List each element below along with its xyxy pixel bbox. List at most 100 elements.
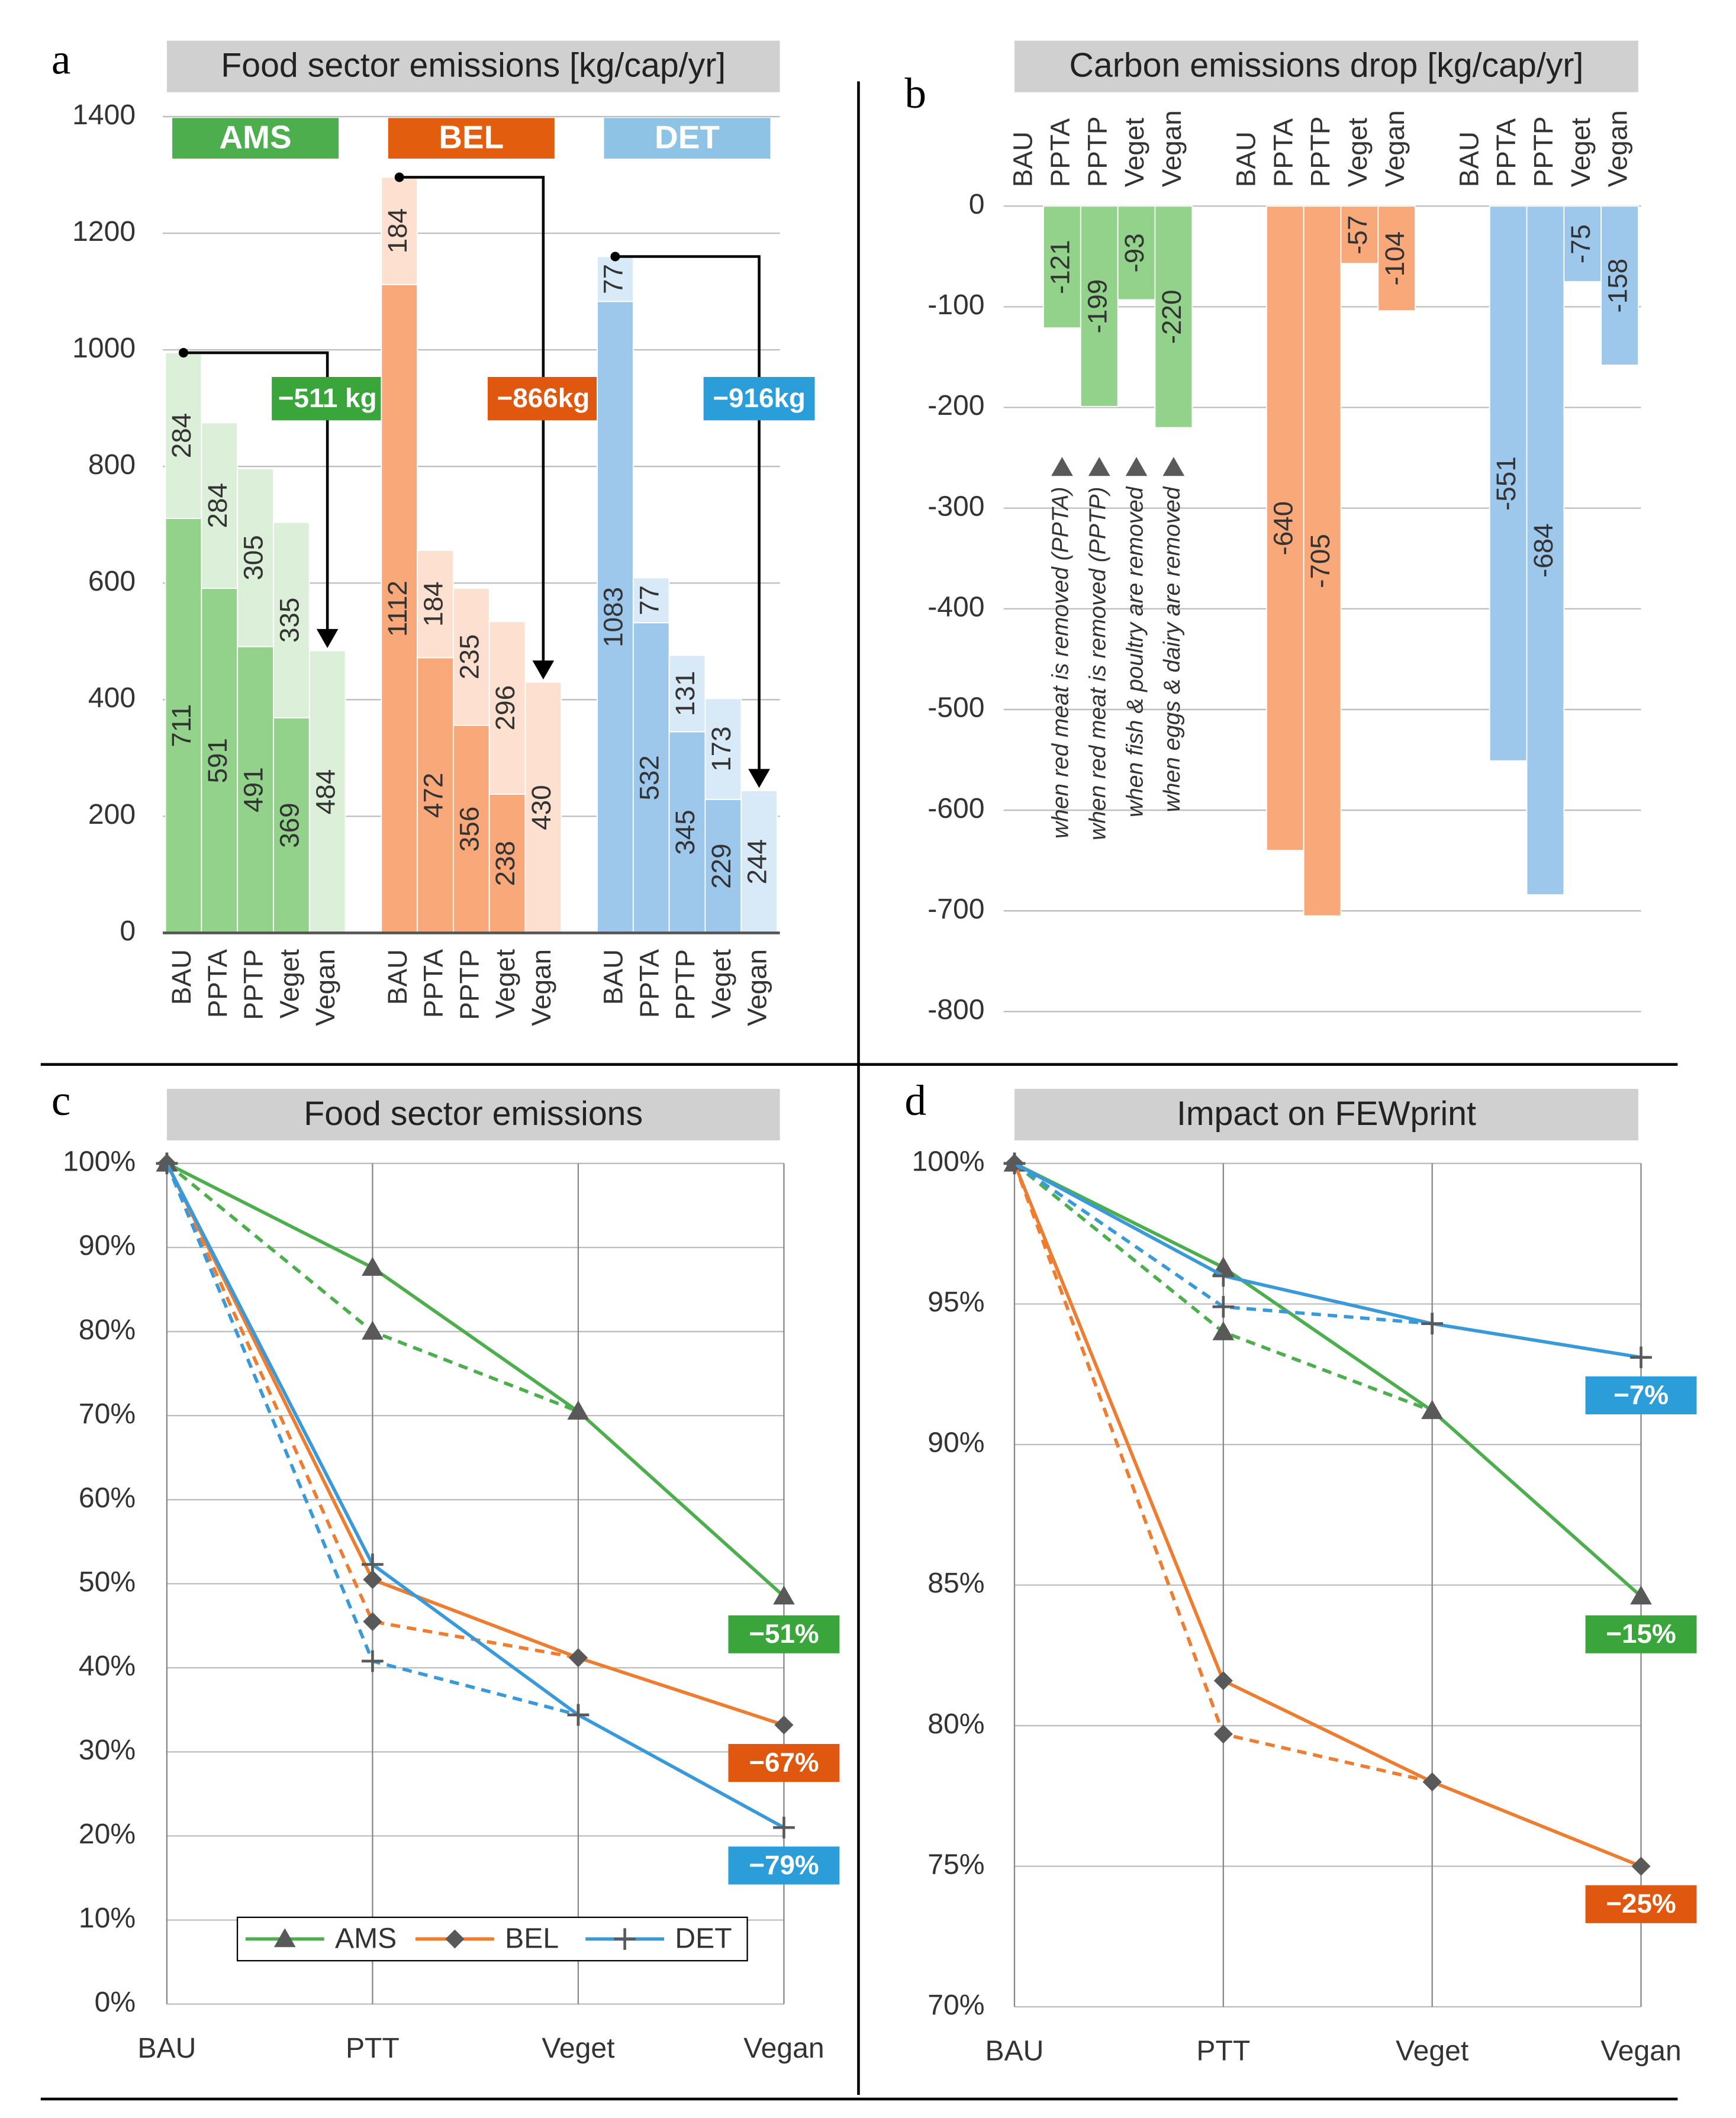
series-line [165, 1162, 785, 1829]
x-tick-label: Vegan [1380, 110, 1410, 187]
annotation: −916kg [713, 383, 806, 413]
group-label-box [604, 118, 771, 159]
bar [417, 657, 454, 934]
title-box [1014, 40, 1638, 92]
end-label-box [728, 1615, 840, 1653]
y-tick-label: 600 [88, 565, 136, 597]
bar-label: -220 [1157, 290, 1187, 344]
marker [1212, 1265, 1235, 1287]
y-tick-label: -100 [927, 289, 984, 321]
series-line [1013, 1162, 1641, 1359]
title-box [1014, 1088, 1638, 1140]
annotation: −511 kg [278, 383, 377, 413]
bar-label: -158 [1603, 259, 1633, 313]
x-tick-label: PPTP [1528, 117, 1558, 188]
y-tick-label: 200 [88, 798, 136, 830]
bar [1043, 205, 1081, 329]
y-tick-label: 90% [927, 1427, 984, 1459]
x-tick-label: BAU [166, 949, 197, 1005]
y-tick-label: 70% [79, 1398, 136, 1430]
marker [362, 1320, 384, 1340]
marker [1421, 1313, 1444, 1335]
bar-label: 711 [166, 704, 197, 747]
bar [417, 550, 454, 659]
x-tick-label: Veget [1396, 2035, 1469, 2067]
marker [445, 1929, 465, 1949]
bar-label: 229 [706, 843, 736, 888]
bar-label: 238 [490, 841, 520, 886]
x-tick-label: PPTA [1268, 118, 1298, 188]
bar-label: 173 [706, 726, 736, 771]
marker [1213, 1671, 1233, 1691]
marker [1212, 1321, 1235, 1340]
bar [668, 731, 706, 934]
marker [1630, 1585, 1652, 1605]
x-tick-label: PPTP [670, 949, 700, 1020]
bar-label: 1083 [598, 587, 629, 647]
chart-title: Food sector emissions [kg/cap/yr] [221, 47, 726, 85]
annotation-box [703, 376, 815, 421]
x-tick-label: Veget [1566, 118, 1596, 187]
group-label-box [172, 118, 339, 159]
chart-title: Food sector emissions [304, 1095, 643, 1133]
bar [165, 517, 202, 934]
bar-label: 77 [634, 585, 664, 615]
y-tick-label: 800 [88, 449, 136, 481]
bar-label: -551 [1491, 456, 1521, 511]
bar-label: -75 [1566, 224, 1596, 263]
note: when fish & poultry are removed [1122, 486, 1148, 817]
marker [774, 1715, 794, 1735]
marker [1003, 1152, 1026, 1175]
series-line [1013, 1162, 1642, 1868]
x-tick-label: Vegan [742, 949, 772, 1026]
note: when red meat is removed (PPTP) [1086, 487, 1111, 840]
y-tick-label: 95% [927, 1286, 984, 1318]
x-tick-label: BAU [598, 949, 629, 1005]
marker [362, 1256, 384, 1276]
bar [452, 724, 490, 934]
group-label: DET [655, 119, 720, 156]
y-tick-label: 20% [79, 1818, 136, 1850]
bar [1080, 205, 1119, 407]
bar [632, 577, 670, 624]
marker [1213, 1724, 1233, 1744]
bar [704, 698, 742, 800]
bar [237, 468, 274, 647]
x-tick-label: PPTP [1305, 117, 1335, 188]
bar-label: 369 [274, 802, 304, 847]
x-tick-label: Veget [706, 949, 736, 1018]
y-tick-label: 0 [120, 915, 136, 947]
bar-label: 491 [239, 767, 269, 812]
y-tick-label: -400 [927, 591, 984, 623]
y-tick-label: 1400 [72, 99, 136, 131]
panel-letter: c [51, 1076, 71, 1124]
arrow [615, 255, 761, 772]
bar [488, 794, 526, 934]
bar [237, 646, 274, 934]
marker [363, 1570, 382, 1590]
bar-label: -640 [1268, 501, 1298, 556]
chart-title: Impact on FEWprint [1177, 1095, 1476, 1133]
y-tick-label: 100% [63, 1146, 136, 1178]
x-tick-label: Vegan [1157, 110, 1187, 187]
y-tick-label: 50% [79, 1566, 136, 1598]
bar-label: 484 [310, 769, 340, 814]
x-tick-label: Veget [1119, 118, 1149, 187]
series-line [165, 1162, 785, 1727]
arrow [399, 176, 545, 663]
x-tick-label: Vegan [1600, 2035, 1681, 2067]
marker [773, 1816, 795, 1839]
bar [452, 588, 490, 726]
x-tick-label: PPTA [418, 949, 449, 1018]
end-label: −7% [1613, 1379, 1669, 1410]
y-tick-label: 85% [927, 1567, 984, 1599]
bar [668, 655, 706, 733]
marker [362, 1650, 384, 1672]
end-label: −25% [1606, 1888, 1676, 1919]
y-tick-label: 60% [79, 1482, 136, 1514]
x-tick-label: BAU [985, 2035, 1043, 2067]
x-tick-label: PPTA [634, 949, 664, 1018]
marker [1630, 1346, 1652, 1369]
group-label: BEL [439, 119, 504, 156]
y-tick-label: 0% [95, 1986, 136, 2018]
